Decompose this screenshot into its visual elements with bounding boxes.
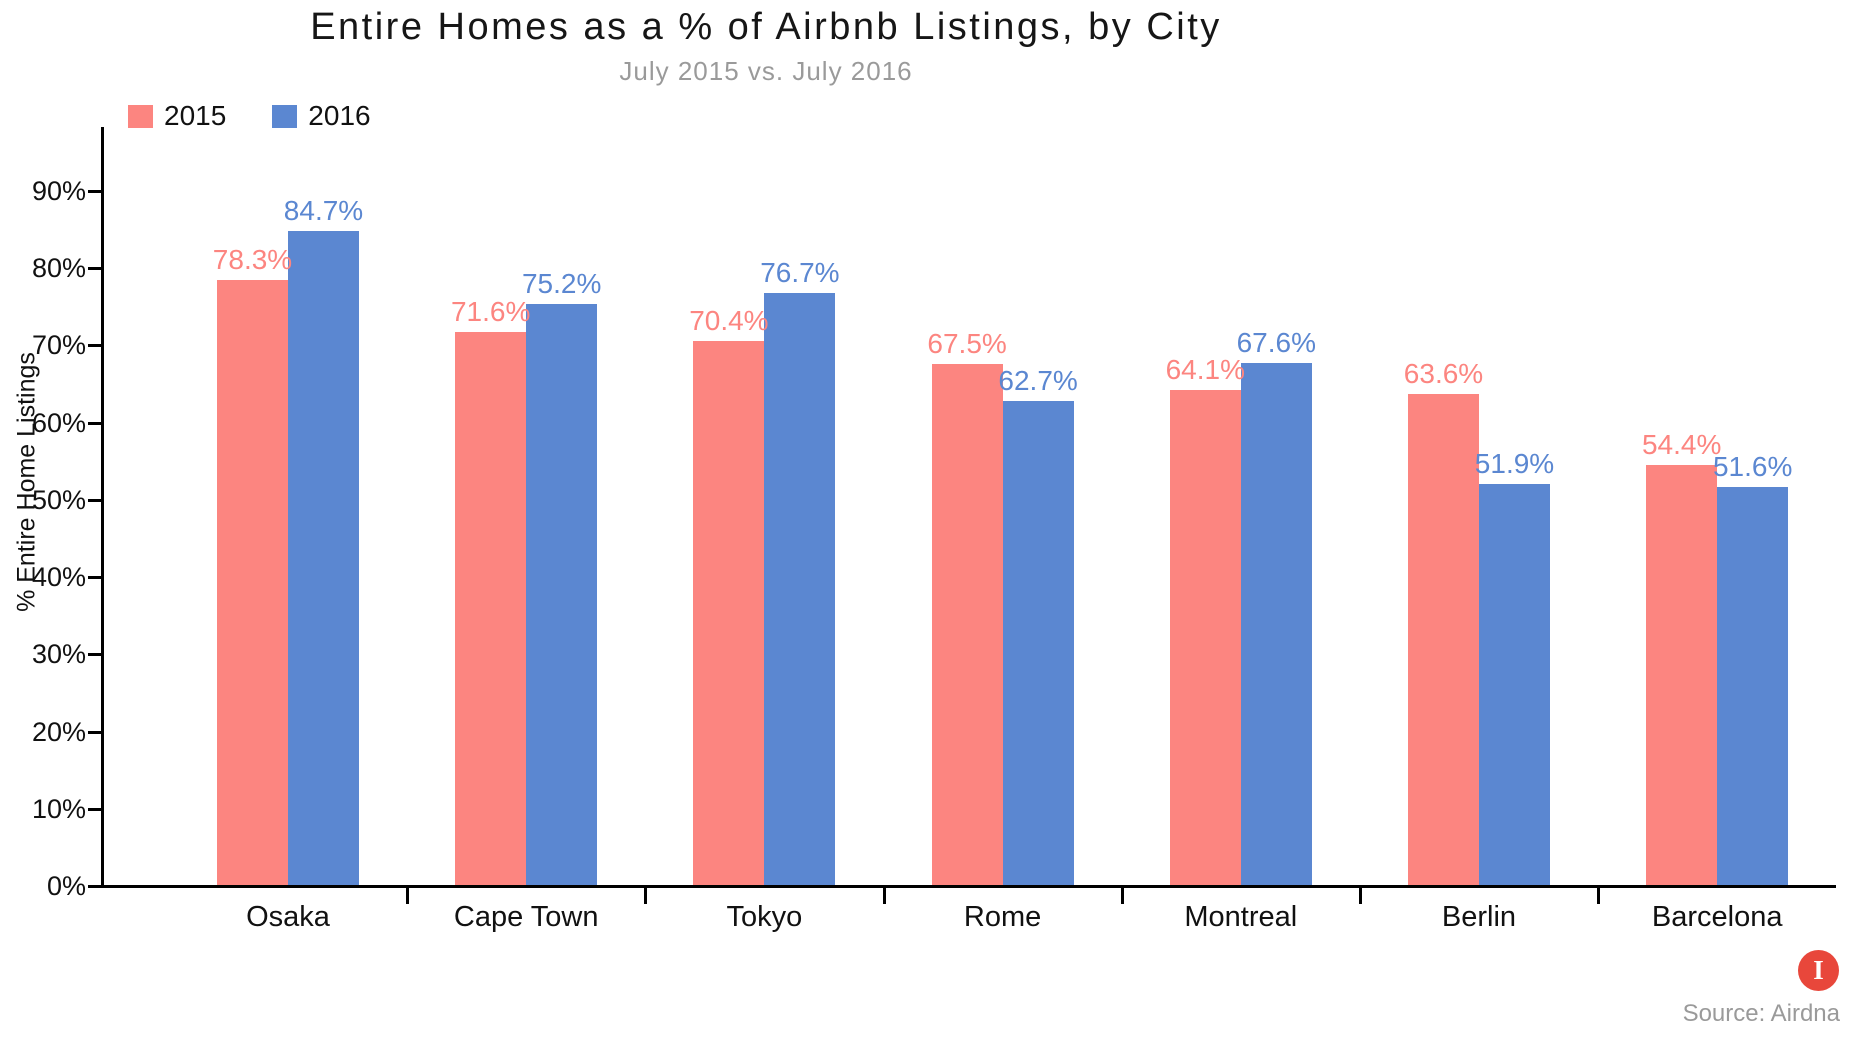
value-label-2016-berlin: 51.9%: [1474, 448, 1555, 479]
bar-2015-berlin: [1408, 394, 1479, 885]
x-axis-label-barcelona: Barcelona: [1651, 901, 1783, 933]
bar-2015-barcelona: [1646, 465, 1718, 885]
x-tick-mark: [1358, 888, 1362, 904]
y-tick-label: 90%: [31, 176, 86, 207]
x-axis-line: [101, 885, 1836, 888]
x-tick-mark: [1597, 888, 1601, 904]
bar-2016-osaka: [288, 231, 359, 885]
legend-swatch-2015: [128, 104, 153, 128]
bar-2015-osaka: [217, 280, 288, 885]
infogram-letter: I: [1813, 955, 1824, 985]
y-tick-mark: [88, 807, 101, 811]
x-axis-label-osaka: Osaka: [246, 901, 330, 933]
value-label-2016-osaka: 84.7%: [283, 195, 364, 226]
value-label-2015-osaka: 78.3%: [212, 244, 293, 275]
value-label-2015-barcelona: 54.4%: [1641, 429, 1722, 460]
value-label-2016-cape-town: 75.2%: [521, 268, 602, 299]
y-tick-label: 0%: [46, 871, 86, 901]
x-tick-mark: [644, 888, 648, 904]
y-tick-label: 50%: [31, 484, 86, 515]
value-label-2016-tokyo: 76.7%: [760, 257, 840, 288]
x-axis-label-montreal: Montreal: [1184, 901, 1298, 933]
y-axis-line: [101, 127, 104, 888]
y-tick-label: 40%: [31, 562, 86, 593]
y-tick-label: 60%: [31, 407, 86, 438]
legend-label-2015: 2015: [164, 100, 227, 131]
chart-subtitle: July 2015 vs. July 2016: [619, 55, 913, 86]
x-tick-mark: [406, 888, 410, 904]
value-label-2015-berlin: 63.6%: [1403, 358, 1484, 389]
y-tick-mark: [88, 190, 101, 194]
value-label-2016-montreal: 67.6%: [1236, 327, 1316, 358]
legend-item-2016: 2016: [272, 100, 371, 132]
value-label-2015-rome: 67.5%: [927, 328, 1007, 359]
y-tick-mark: [88, 653, 101, 657]
value-label-2015-tokyo: 70.4%: [689, 305, 769, 336]
y-tick-mark: [88, 576, 101, 580]
x-tick-mark: [882, 888, 886, 904]
y-tick-label: 70%: [31, 330, 86, 361]
bar-2016-berlin: [1479, 484, 1550, 885]
chart-title: Entire Homes as a % of Airbnb Listings, …: [310, 6, 1222, 48]
value-label-2015-cape-town: 71.6%: [450, 296, 531, 327]
x-tick-mark: [1120, 888, 1124, 904]
y-tick-label: 80%: [31, 253, 86, 284]
x-axis-label-tokyo: Tokyo: [726, 901, 803, 933]
y-tick-mark: [88, 498, 101, 502]
bar-2015-rome: [931, 364, 1003, 885]
value-label-2016-rome: 62.7%: [998, 365, 1078, 396]
chart-header: Entire Homes as a % of Airbnb Listings, …: [0, 6, 1532, 87]
legend-swatch-2016: [272, 104, 298, 128]
legend-label-2016: 2016: [308, 100, 371, 131]
y-tick-label: 30%: [31, 639, 86, 670]
y-tick-mark: [88, 885, 101, 888]
x-axis-label-cape-town: Cape Town: [453, 901, 599, 933]
bar-2016-montreal: [1240, 363, 1312, 885]
value-label-2016-barcelona: 51.6%: [1712, 451, 1793, 482]
y-tick-label: 10%: [31, 793, 86, 824]
bar-2016-cape-town: [526, 304, 598, 885]
bar-2016-barcelona: [1717, 487, 1789, 885]
legend-item-2015: 2015: [128, 100, 226, 132]
legend: 2015 2016: [128, 100, 371, 132]
y-tick-mark: [88, 730, 101, 734]
x-axis-label-rome: Rome: [963, 901, 1042, 933]
y-tick-mark: [88, 344, 101, 348]
bar-2016-rome: [1002, 401, 1074, 885]
bar-2015-cape-town: [455, 332, 527, 885]
y-tick-label: 20%: [31, 716, 86, 747]
value-label-2015-montreal: 64.1%: [1165, 354, 1245, 385]
bar-2016-tokyo: [764, 293, 836, 885]
source-note: Source: Airdna: [1682, 1000, 1840, 1027]
bar-2015-montreal: [1169, 390, 1241, 885]
y-tick-mark: [88, 421, 101, 425]
infogram-icon[interactable]: I: [1798, 950, 1839, 991]
x-axis-label-berlin: Berlin: [1441, 901, 1517, 933]
y-axis-title: % Entire Home Listings: [12, 352, 41, 612]
bar-2015-tokyo: [693, 341, 765, 885]
y-tick-mark: [88, 267, 101, 271]
